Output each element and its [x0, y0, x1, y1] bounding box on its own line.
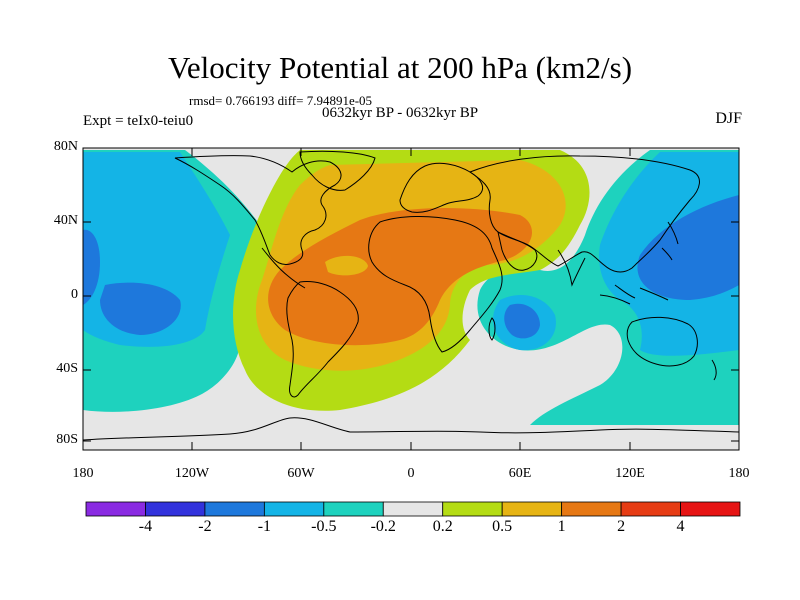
period-text: 0632kyr BP - 0632kyr BP [321, 105, 479, 121]
coast-australia [626, 316, 698, 367]
lat-tick-label: 0 [71, 287, 78, 302]
map-frame [82, 147, 740, 451]
colorbar-label: -4 [138, 518, 153, 535]
colorbar-swatch [382, 501, 444, 517]
stats-text: rmsd= 0.766193 diff= 7.94891e-05 [189, 93, 373, 108]
colorbar-swatch [680, 501, 741, 517]
colorbar-swatch [145, 501, 206, 517]
coast-arabia [497, 231, 538, 271]
experiment-text: Expt = teIx0-teiu0 [83, 113, 194, 129]
colorbar-swatch [323, 501, 384, 517]
colorbar-label: 0.2 [432, 518, 453, 535]
lat-tick-label: 40N [53, 213, 78, 228]
coast-africa [368, 215, 503, 353]
colorbar-swatch [442, 501, 503, 517]
field-neg-west-1 [100, 282, 181, 335]
colorbar-label: -0.5 [311, 518, 337, 535]
season-text: DJF [715, 110, 742, 127]
coast-central-america [261, 247, 306, 289]
lat-tick-label: 80N [53, 139, 78, 154]
colorbar-swatch [561, 501, 622, 517]
colorbar-label: 1 [557, 518, 566, 535]
lon-tick-label: 60W [287, 466, 315, 481]
colorbar-label: -0.2 [370, 518, 396, 535]
coastlines [83, 150, 739, 441]
coast-new-zealand [711, 359, 717, 381]
plot-title: Velocity Potential at 200 hPa (km2/s) [167, 50, 633, 85]
field-neg-indian-1 [504, 303, 540, 339]
coast-north-america [174, 155, 342, 265]
lon-tick-label: 180 [72, 466, 94, 481]
coast-japan [661, 221, 679, 261]
lon-tick-label: 0 [407, 466, 415, 481]
coast-madagascar [488, 317, 496, 341]
lon-tick-label: 120E [615, 466, 645, 481]
coast-antarctica [83, 417, 739, 441]
lon-tick-label: 180 [728, 466, 750, 481]
lon-tick-label: 60E [508, 466, 532, 481]
lat-tick-label: 80S [56, 432, 78, 447]
coast-south-america [286, 281, 359, 398]
colorbar-label: -1 [257, 518, 272, 535]
coast-indonesia [599, 284, 669, 305]
colorbar-label: 4 [676, 518, 685, 535]
colorbar-swatch [501, 501, 563, 517]
field-neg-east-1 [637, 195, 739, 300]
colorbar-swatch [263, 501, 325, 517]
coast-greenland [299, 150, 376, 191]
colorbar [85, 501, 741, 517]
contour-field [83, 148, 739, 450]
colorbar-label: -2 [198, 518, 212, 535]
field-neg-west-1b [83, 229, 100, 305]
lat-tick-label: 40S [56, 361, 78, 376]
coast-europe [399, 162, 483, 213]
colorbar-label: 0.5 [492, 518, 513, 535]
field-pos-1-hole [325, 255, 368, 276]
colorbar-label: 2 [617, 518, 626, 535]
lon-tick-label: 120W [174, 466, 210, 481]
colorbar-swatch [204, 501, 265, 517]
colorbar-swatch [620, 501, 681, 517]
colorbar-swatch [85, 501, 146, 517]
coast-india [557, 249, 586, 287]
field-pos-1 [268, 208, 532, 346]
